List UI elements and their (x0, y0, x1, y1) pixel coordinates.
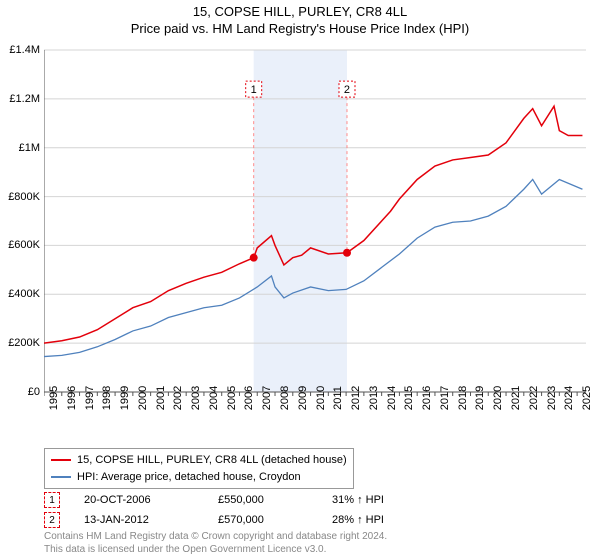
footer-line1: Contains HM Land Registry data © Crown c… (44, 530, 387, 543)
sale-delta: 31% ↑ HPI (332, 494, 384, 506)
xtick-label: 2020 (492, 386, 504, 410)
ytick-label: £0 (28, 386, 40, 398)
xtick-label: 1999 (119, 386, 131, 410)
xtick-label: 2023 (546, 386, 558, 410)
xtick-label: 2014 (386, 386, 398, 410)
xtick-label: 2003 (190, 386, 202, 410)
svg-text:2: 2 (344, 84, 350, 96)
xtick-label: 2022 (528, 386, 540, 410)
xtick-label: 2002 (172, 386, 184, 410)
legend-item: 15, COPSE HILL, PURLEY, CR8 4LL (detache… (51, 452, 347, 469)
legend-label: 15, COPSE HILL, PURLEY, CR8 4LL (detache… (77, 452, 347, 469)
xtick-label: 2004 (208, 386, 220, 410)
chart-svg: 12 (44, 46, 590, 396)
xtick-label: 2001 (155, 386, 167, 410)
xtick-label: 2010 (315, 386, 327, 410)
footer-line2: This data is licensed under the Open Gov… (44, 543, 387, 556)
xtick-label: 2024 (563, 386, 575, 410)
xtick-label: 2009 (297, 386, 309, 410)
ytick-label: £600K (8, 239, 40, 251)
sale-date: 13-JAN-2012 (84, 514, 194, 526)
legend-label: HPI: Average price, detached house, Croy… (77, 469, 301, 486)
xtick-label: 2000 (137, 386, 149, 410)
xtick-label: 2005 (226, 386, 238, 410)
xtick-label: 1997 (84, 386, 96, 410)
sale-delta: 28% ↑ HPI (332, 514, 384, 526)
xtick-label: 2011 (332, 386, 344, 410)
sale-price: £570,000 (218, 514, 308, 526)
ytick-label: £800K (8, 191, 40, 203)
title-line1: 15, COPSE HILL, PURLEY, CR8 4LL (0, 4, 600, 21)
ytick-label: £1.4M (9, 44, 40, 56)
xtick-label: 1998 (101, 386, 113, 410)
legend-item: HPI: Average price, detached house, Croy… (51, 469, 347, 486)
sale-date: 20-OCT-2006 (84, 494, 194, 506)
sale-price: £550,000 (218, 494, 308, 506)
sale-marker-box: 2 (44, 512, 60, 528)
chart-container: 15, COPSE HILL, PURLEY, CR8 4LL Price pa… (0, 0, 600, 560)
sale-marker-box: 1 (44, 492, 60, 508)
ytick-label: £1.2M (9, 93, 40, 105)
chart-area: 12 (44, 46, 590, 396)
legend-swatch (51, 459, 71, 461)
ytick-label: £200K (8, 337, 40, 349)
ytick-label: £1M (19, 142, 40, 154)
sale-row: 2 13-JAN-2012 £570,000 28% ↑ HPI (44, 510, 384, 530)
xtick-label: 1995 (48, 386, 60, 410)
xtick-label: 2017 (439, 386, 451, 410)
xtick-label: 1996 (66, 386, 78, 410)
xtick-label: 2006 (243, 386, 255, 410)
svg-text:1: 1 (251, 84, 257, 96)
footer-text: Contains HM Land Registry data © Crown c… (44, 530, 387, 556)
xtick-label: 2012 (350, 386, 362, 410)
xtick-label: 2016 (421, 386, 433, 410)
xtick-label: 2007 (261, 386, 273, 410)
xtick-label: 2021 (510, 386, 522, 410)
xtick-label: 2008 (279, 386, 291, 410)
legend-swatch (51, 476, 71, 478)
legend-box: 15, COPSE HILL, PURLEY, CR8 4LL (detache… (44, 448, 354, 489)
sales-table: 1 20-OCT-2006 £550,000 31% ↑ HPI 2 13-JAN-201… (44, 490, 384, 530)
xtick-label: 2025 (581, 386, 593, 410)
xtick-label: 2019 (474, 386, 486, 410)
sale-row: 1 20-OCT-2006 £550,000 31% ↑ HPI (44, 490, 384, 510)
title-line2: Price paid vs. HM Land Registry's House … (0, 21, 600, 38)
xtick-label: 2013 (368, 386, 380, 410)
chart-title: 15, COPSE HILL, PURLEY, CR8 4LL Price pa… (0, 0, 600, 38)
ytick-label: £400K (8, 288, 40, 300)
xtick-label: 2018 (457, 386, 469, 410)
xtick-label: 2015 (403, 386, 415, 410)
